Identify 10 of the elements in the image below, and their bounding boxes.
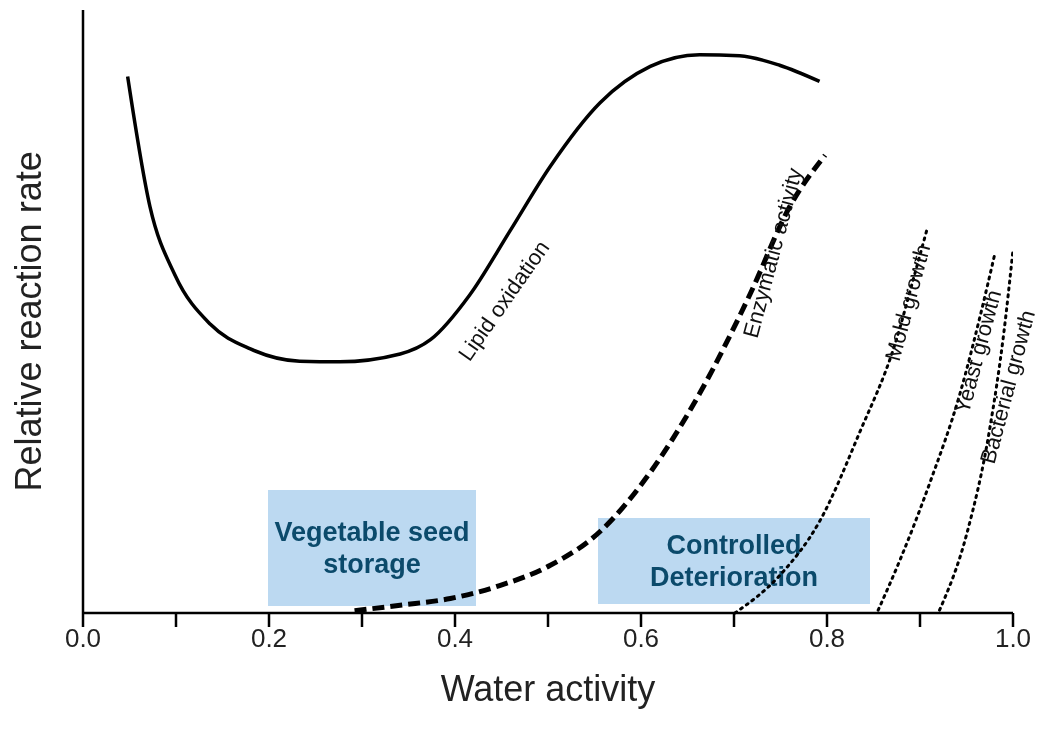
x-tick-label: 0.2 (250, 623, 288, 654)
x-tick-label: 0.6 (622, 623, 660, 654)
x-axis-title: Water activity (439, 668, 657, 710)
x-tick-label: 1.0 (994, 623, 1032, 654)
x-tick-label: 0.8 (808, 623, 846, 654)
x-tick-label: 0.0 (64, 623, 102, 654)
x-tick-label: 0.4 (436, 623, 474, 654)
text: Mold growth (880, 241, 936, 364)
annotation: Vegetable seed storage (273, 515, 471, 581)
y-axis-title: Relative reaction rate (7, 151, 49, 492)
